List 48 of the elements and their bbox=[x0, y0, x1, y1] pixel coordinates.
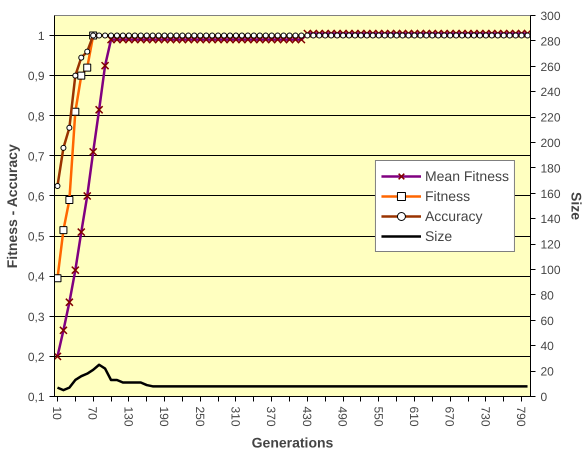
y-tick-label: 0,6 bbox=[28, 189, 45, 204]
y-tick-label: 0,7 bbox=[28, 149, 45, 164]
y2-tick-label: 300 bbox=[540, 9, 561, 23]
x-tick-label: 250 bbox=[192, 406, 207, 427]
y2-tick-label: 100 bbox=[540, 263, 561, 277]
x-tick-label: 670 bbox=[442, 406, 457, 427]
y2-tick-label: 280 bbox=[540, 34, 561, 48]
y-tick-label: 0,9 bbox=[28, 69, 45, 84]
y2-tick-label: 180 bbox=[540, 161, 561, 176]
legend-label: Fitness bbox=[424, 188, 470, 204]
y-tick-label: 0,4 bbox=[28, 270, 45, 284]
x-tick-label: 130 bbox=[121, 406, 136, 427]
y-tick-label: 0,3 bbox=[28, 310, 45, 324]
y-tick-label: 0,8 bbox=[28, 109, 45, 124]
y-tick-label: 1 bbox=[38, 29, 45, 44]
x-axis-title: Generations bbox=[252, 434, 334, 451]
y2-tick-label: 20 bbox=[540, 364, 554, 379]
y2-tick-label: 80 bbox=[540, 288, 554, 302]
y2-tick-label: 140 bbox=[540, 212, 561, 226]
x-tick-label: 430 bbox=[300, 406, 314, 427]
x-tick-label: 190 bbox=[157, 406, 172, 427]
x-tick-label: 70 bbox=[86, 406, 100, 420]
x-tick-label: 310 bbox=[228, 406, 242, 427]
y2-tick-label: 200 bbox=[540, 136, 561, 150]
legend-label: Size bbox=[424, 228, 452, 244]
y2-tick-label: 160 bbox=[540, 186, 561, 201]
legend-label: Mean Fitness bbox=[424, 168, 509, 184]
y-tick-label: 0,2 bbox=[28, 350, 45, 364]
y2-tick-label: 260 bbox=[540, 60, 561, 74]
x-tick-label: 550 bbox=[371, 406, 386, 427]
x-tick-label: 490 bbox=[336, 406, 350, 427]
y-tick-label: 0,1 bbox=[28, 390, 45, 404]
x-tick-label: 730 bbox=[478, 406, 492, 427]
y2-tick-label: 40 bbox=[540, 339, 554, 354]
y-tick-label: 0,5 bbox=[28, 230, 45, 244]
legend-label: Accuracy bbox=[424, 208, 483, 224]
x-tick-label: 10 bbox=[50, 406, 64, 420]
x-tick-label: 370 bbox=[264, 406, 278, 427]
y2-tick-label: 120 bbox=[540, 238, 561, 252]
y2-tick-label: 220 bbox=[540, 110, 561, 125]
y2-axis-title: Size bbox=[568, 192, 585, 220]
y2-tick-label: 240 bbox=[540, 85, 561, 100]
x-tick-label: 790 bbox=[514, 406, 528, 427]
x-tick-label: 610 bbox=[406, 406, 421, 427]
y2-tick-label: 60 bbox=[540, 314, 554, 328]
line-series bbox=[56, 364, 529, 392]
y-axis-title: Fitness - Accuracy bbox=[4, 144, 20, 268]
y2-tick-label: 0 bbox=[540, 390, 548, 404]
